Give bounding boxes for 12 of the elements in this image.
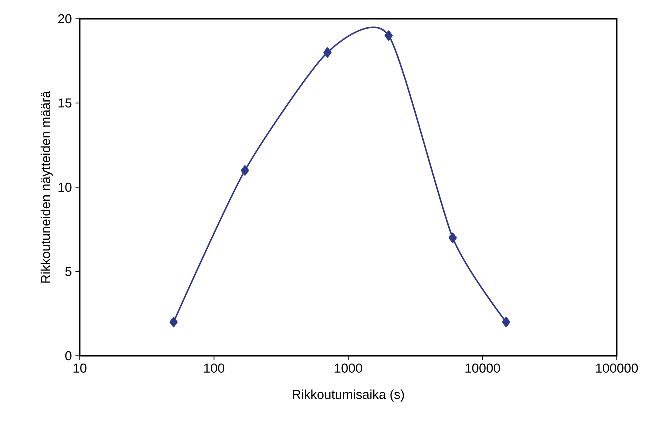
x-tick-label: 1000 xyxy=(335,364,362,373)
x-tick-label: 100 xyxy=(204,364,225,373)
x-tick-label: 10 xyxy=(74,364,87,373)
y-tick-label: 20 xyxy=(58,14,72,24)
y-tick-label: 15 xyxy=(58,98,72,108)
y-tick-label: 10 xyxy=(58,182,72,192)
x-tick-label: 10000 xyxy=(466,364,500,373)
x-tick-label: 100000 xyxy=(596,364,638,373)
y-axis-title: Rikkoutuneiden näytteiden määrä xyxy=(40,91,53,283)
y-tick-label: 5 xyxy=(66,267,72,276)
x-axis-title: Rikkoutumisaika (s) xyxy=(293,390,404,402)
y-tick-label: 0 xyxy=(66,351,72,361)
